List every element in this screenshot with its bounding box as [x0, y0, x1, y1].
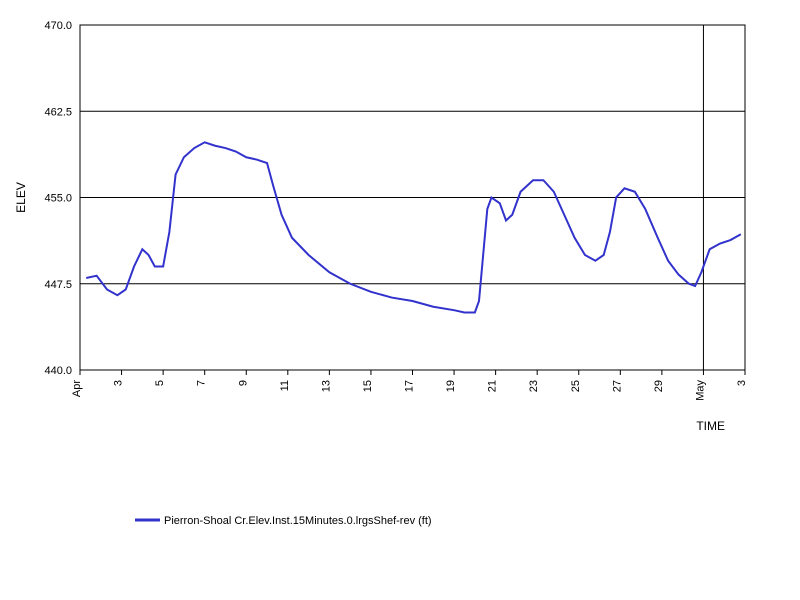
x-tick-label: 23 [528, 380, 540, 392]
x-tick-label: 25 [570, 380, 582, 392]
y-tick-label: 462.5 [44, 106, 72, 118]
x-tick-label: 29 [653, 380, 665, 392]
x-tick-label: 13 [320, 380, 332, 392]
y-tick-label: 447.5 [44, 279, 72, 291]
x-tick-label: 7 [196, 380, 208, 386]
x-tick-label: 5 [154, 380, 166, 386]
x-tick-label: 27 [611, 380, 623, 392]
y-tick-label: 455.0 [44, 193, 72, 205]
x-tick-label: 11 [279, 380, 291, 391]
elevation-chart: 440.0 447.5 455.0 462.5 470.0 Apr 3 5 7 9 11 13 15 17… [0, 0, 800, 600]
x-tick-label: May [694, 380, 706, 401]
x-tick-label: 3 [736, 380, 748, 386]
x-tick-label: 19 [445, 380, 457, 392]
x-axis-label: TIME [696, 419, 725, 433]
x-tick-label: 21 [487, 380, 499, 392]
y-tick-label: 440.0 [44, 365, 72, 377]
y-tick-label: 470.0 [44, 20, 72, 32]
x-tick-label: 3 [113, 380, 125, 386]
x-tick-label: Apr [71, 380, 83, 397]
x-tick-label: 17 [404, 380, 416, 392]
x-tick-label: 9 [237, 380, 249, 386]
legend-label: Pierron-Shoal Cr.Elev.Inst.15Minutes.0.l… [164, 515, 432, 527]
y-axis-label: ELEV [14, 182, 28, 213]
x-tick-label: 15 [362, 380, 374, 392]
